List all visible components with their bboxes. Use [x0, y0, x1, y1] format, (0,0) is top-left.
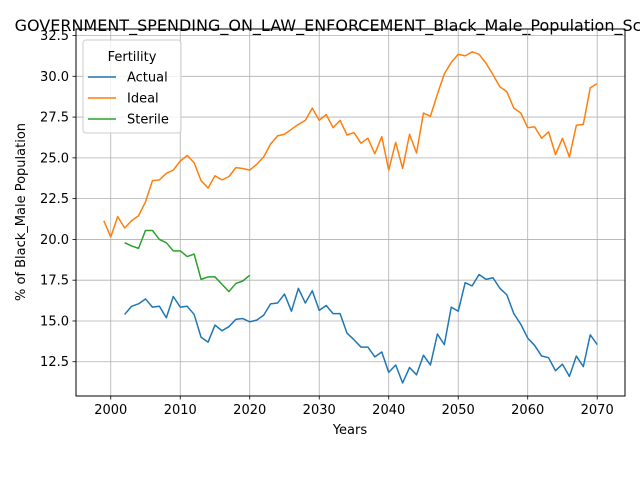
- x-tick-label: 2000: [94, 403, 127, 418]
- series-line-actual: [124, 273, 598, 384]
- y-tick-label: 32.5: [40, 29, 69, 44]
- grid: [76, 29, 625, 396]
- legend-label-sterile: Sterile: [127, 113, 169, 128]
- x-tick-label: 2070: [581, 403, 614, 418]
- x-tick-label: 2030: [303, 403, 336, 418]
- y-tick-label: 17.5: [40, 274, 69, 289]
- plot-frame: [75, 28, 626, 397]
- x-tick-label: 2010: [164, 403, 197, 418]
- legend-title: Fertility: [108, 50, 157, 65]
- y-tick-label: 15.0: [40, 314, 69, 329]
- y-tick-label: 27.5: [40, 111, 69, 126]
- x-tick-label: 2040: [372, 403, 405, 418]
- series-line-ideal: [103, 51, 598, 238]
- y-tick-label: 22.5: [40, 192, 69, 207]
- series-layer: [103, 51, 598, 384]
- ticks: 2000 2010 2020 2030 2040 2050 2060 2070 12.5 15.0…: [40, 29, 614, 418]
- x-tick-label: 2050: [442, 403, 475, 418]
- x-tick-label: 2020: [233, 403, 266, 418]
- y-tick-label: 30.0: [40, 70, 69, 85]
- x-tick-label: 2060: [511, 403, 544, 418]
- legend-box: [82, 39, 182, 134]
- chart-title: GOVERNMENT_SPENDING_ON_LAW_ENFORCEMENT_B…: [15, 16, 640, 36]
- legend-label-actual: Actual: [127, 71, 168, 86]
- y-tick-label: 12.5: [40, 355, 69, 370]
- y-tick-label: 25.0: [40, 151, 69, 166]
- series-line-sterile: [124, 229, 251, 293]
- legend: Fertility Actual Ideal Sterile: [82, 39, 182, 134]
- y-axis-label: % of Black_Male Population: [14, 123, 29, 301]
- legend-label-ideal: Ideal: [127, 92, 159, 107]
- y-tick-label: 20.0: [40, 233, 69, 248]
- x-axis-label: Years: [332, 423, 368, 438]
